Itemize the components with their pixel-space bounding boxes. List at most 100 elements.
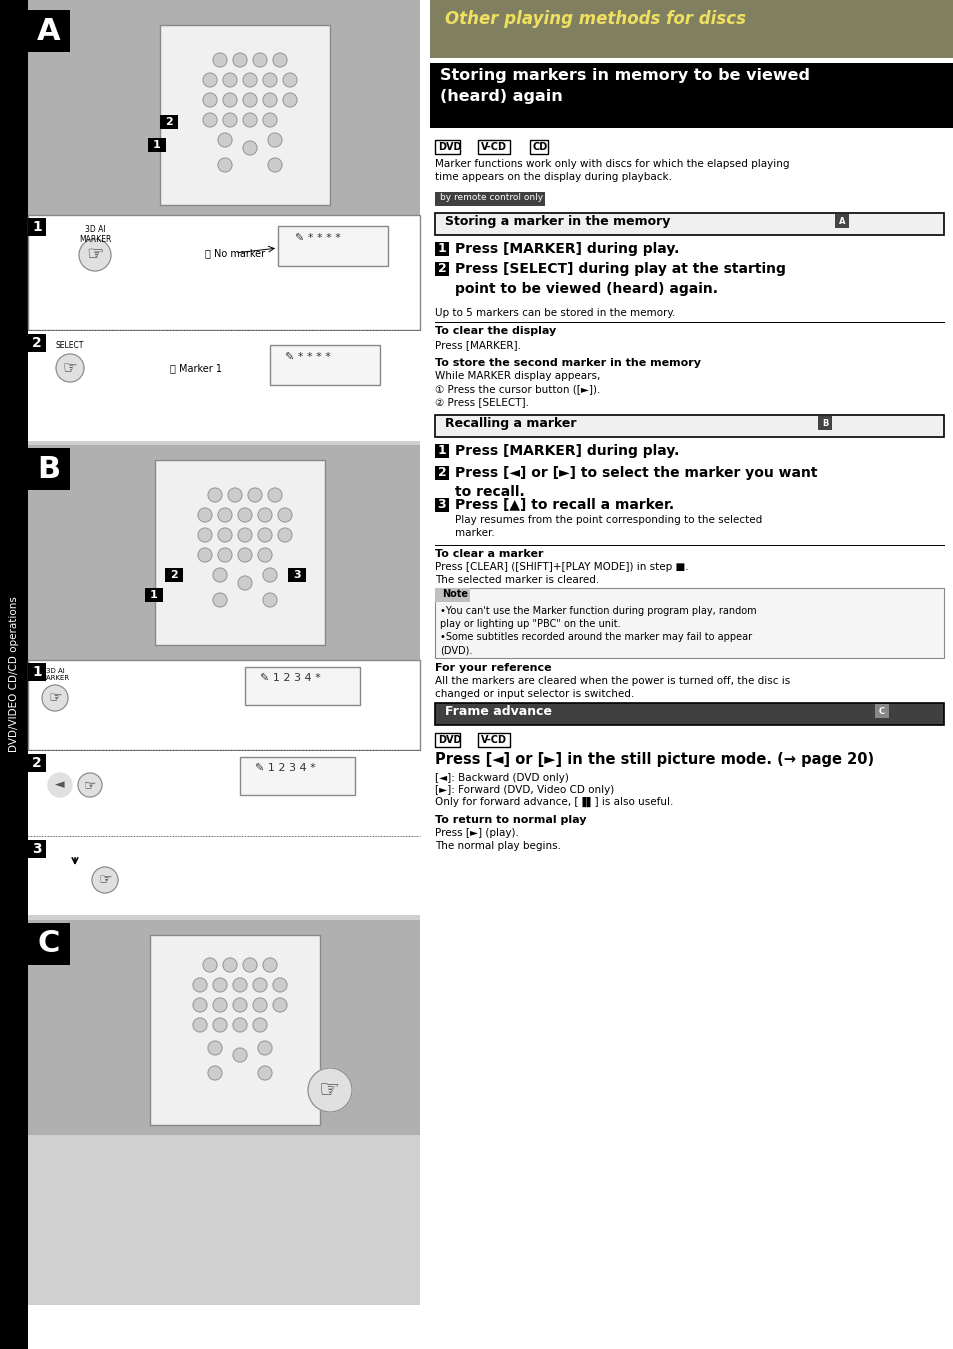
Bar <box>477 140 510 154</box>
Bar <box>28 840 46 858</box>
Text: ☞: ☞ <box>63 359 77 376</box>
Circle shape <box>248 488 262 502</box>
Text: 3: 3 <box>293 571 300 580</box>
Bar <box>150 935 319 1125</box>
Text: Press [MARKER] during play.: Press [MARKER] during play. <box>455 444 679 459</box>
Bar <box>28 219 46 236</box>
Text: To store the second marker in the memory: To store the second marker in the memory <box>435 357 700 368</box>
Text: Press [◄] or [►] to select the marker you want
to recall.: Press [◄] or [►] to select the marker yo… <box>455 465 817 499</box>
Circle shape <box>218 134 232 147</box>
Text: Note: Note <box>441 590 468 599</box>
Circle shape <box>213 53 227 67</box>
Text: Press [MARKER] during play.: Press [MARKER] during play. <box>455 241 679 256</box>
Circle shape <box>277 527 292 542</box>
Text: Press [CLEAR] ([SHIFT]+[PLAY MODE]) in step ■.
The selected marker is cleared.: Press [CLEAR] ([SHIFT]+[PLAY MODE]) in s… <box>435 563 688 585</box>
Text: For your reference: For your reference <box>435 662 551 673</box>
Circle shape <box>233 1018 247 1032</box>
Bar <box>154 460 325 645</box>
Circle shape <box>213 1018 227 1032</box>
Text: Other playing methods for discs: Other playing methods for discs <box>444 9 745 28</box>
Text: ✎ * * * *: ✎ * * * * <box>285 352 331 362</box>
Bar <box>435 444 449 459</box>
Bar <box>270 345 379 384</box>
Text: 3D AI
MARKER: 3D AI MARKER <box>40 668 70 681</box>
Bar <box>240 757 355 795</box>
Text: Only for forward advance, [▐▌] is also useful.: Only for forward advance, [▐▌] is also u… <box>435 797 673 807</box>
Bar <box>0 0 28 1349</box>
Circle shape <box>203 73 216 86</box>
Text: SELECT: SELECT <box>56 341 84 349</box>
Circle shape <box>233 1048 247 1062</box>
Bar <box>160 26 330 205</box>
Bar <box>28 9 70 53</box>
Bar <box>28 660 419 750</box>
Circle shape <box>223 93 236 107</box>
Bar <box>28 660 419 750</box>
Circle shape <box>237 576 252 590</box>
Circle shape <box>263 594 276 607</box>
Text: Marker functions work only with discs for which the elapsed playing
time appears: Marker functions work only with discs fo… <box>435 159 789 182</box>
Bar <box>435 262 449 277</box>
Circle shape <box>237 527 252 542</box>
Circle shape <box>218 527 232 542</box>
Circle shape <box>42 685 68 711</box>
Bar <box>28 335 46 352</box>
Circle shape <box>263 73 276 86</box>
Circle shape <box>263 958 276 973</box>
Text: ⓐ No marker: ⓐ No marker <box>205 248 265 258</box>
Bar <box>150 935 319 1125</box>
Bar <box>28 0 419 214</box>
Circle shape <box>228 488 242 502</box>
Circle shape <box>243 93 256 107</box>
Circle shape <box>193 1018 207 1032</box>
Text: 1: 1 <box>150 590 157 600</box>
Circle shape <box>243 113 256 127</box>
Circle shape <box>273 998 287 1012</box>
Circle shape <box>257 548 272 563</box>
Circle shape <box>283 93 296 107</box>
Circle shape <box>273 53 287 67</box>
Circle shape <box>78 773 102 797</box>
Text: 1: 1 <box>437 243 446 255</box>
Bar <box>154 460 325 645</box>
Circle shape <box>213 594 227 607</box>
Circle shape <box>208 488 222 502</box>
Circle shape <box>243 142 256 155</box>
Circle shape <box>233 53 247 67</box>
Text: Storing markers in memory to be viewed
(heard) again: Storing markers in memory to be viewed (… <box>439 67 809 104</box>
Bar <box>160 115 178 130</box>
Circle shape <box>193 998 207 1012</box>
Bar <box>874 704 888 718</box>
Text: ☞: ☞ <box>49 691 62 706</box>
Circle shape <box>253 1018 267 1032</box>
Circle shape <box>223 113 236 127</box>
Text: 1: 1 <box>437 445 446 457</box>
Bar <box>28 923 70 965</box>
Circle shape <box>198 548 212 563</box>
Circle shape <box>56 353 84 382</box>
Circle shape <box>243 958 256 973</box>
Text: 1: 1 <box>32 220 42 233</box>
Text: While MARKER display appears,
① Press the cursor button ([►]).
② Press [SELECT].: While MARKER display appears, ① Press th… <box>435 371 599 407</box>
Circle shape <box>193 978 207 992</box>
Text: 3: 3 <box>437 499 446 511</box>
Text: 2: 2 <box>170 571 177 580</box>
Text: DVD: DVD <box>437 735 461 745</box>
Bar <box>28 920 419 1135</box>
Circle shape <box>273 978 287 992</box>
Bar <box>435 588 470 602</box>
Text: A: A <box>37 16 61 46</box>
Text: •You can't use the Marker function during program play, random
play or lighting : •You can't use the Marker function durin… <box>439 606 756 656</box>
Bar <box>0 1304 28 1349</box>
Bar <box>435 733 459 747</box>
Text: [►]: Forward (DVD, Video CD only): [►]: Forward (DVD, Video CD only) <box>435 785 614 795</box>
Text: Recalling a marker: Recalling a marker <box>444 417 576 430</box>
Text: Press [▲] to recall a marker.: Press [▲] to recall a marker. <box>455 498 674 513</box>
Text: Play resumes from the point corresponding to the selected
marker.: Play resumes from the point correspondin… <box>455 515 761 538</box>
Text: Press [◄] or [►] in the still picture mode. (→ page 20): Press [◄] or [►] in the still picture mo… <box>435 751 873 768</box>
Circle shape <box>263 568 276 581</box>
Bar <box>28 751 419 836</box>
Bar <box>145 588 163 602</box>
Circle shape <box>91 867 118 893</box>
Circle shape <box>218 158 232 173</box>
